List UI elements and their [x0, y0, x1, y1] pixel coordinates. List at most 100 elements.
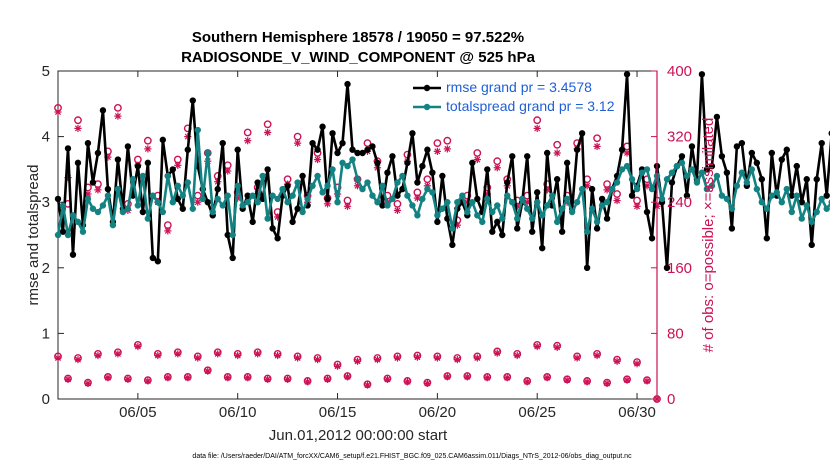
totalspread-point — [578, 185, 586, 193]
y-left-tick-label: 5 — [42, 63, 50, 80]
obs_assimilated-point — [393, 206, 402, 214]
obs_assimilated_low-point — [264, 375, 272, 383]
y-right-tick-label: 160 — [667, 260, 692, 277]
totalspread-point — [738, 169, 746, 176]
totalspread-point — [354, 176, 361, 183]
rmse-point — [538, 244, 546, 252]
obs_assimilated_low-point — [174, 350, 182, 358]
x-tick-label: 06/05 — [119, 404, 157, 421]
obs_assimilated-point — [443, 145, 451, 153]
obs_assimilated-point — [593, 142, 601, 151]
y-right-tick-label: 0 — [667, 391, 675, 408]
rmse-point — [389, 153, 396, 160]
totalspread-point — [189, 205, 196, 212]
totalspread-point — [104, 192, 112, 199]
obs_possible-point — [263, 120, 272, 129]
rmse-point — [553, 176, 561, 183]
totalspread-point — [334, 199, 341, 206]
y-left-tick-label: 0 — [42, 391, 50, 408]
totalspread-point — [648, 185, 656, 193]
obs_assimilated_low-point — [383, 375, 392, 383]
totalspread-point — [304, 195, 311, 203]
totalspread-point — [94, 208, 102, 216]
obs_assimilated_low-point — [134, 342, 142, 351]
rmse-point — [668, 179, 676, 186]
obs_assimilated_low-point — [583, 378, 591, 386]
totalspread-point — [663, 176, 671, 183]
totalspread-point — [259, 172, 266, 180]
obs_assimilated_low-point — [443, 373, 451, 381]
rmse-point — [154, 258, 162, 265]
obs_assimilated-point — [633, 202, 641, 210]
totalspread-point — [234, 182, 241, 190]
rmse-point — [643, 208, 651, 216]
totalspread-point — [409, 202, 416, 209]
rmse-point — [249, 218, 256, 226]
rmse-point — [813, 176, 820, 183]
obs_assimilated_low-point — [403, 378, 412, 386]
rmse-point — [334, 149, 341, 157]
rmse-point — [529, 228, 536, 235]
totalspread-point — [638, 169, 646, 176]
totalspread-point — [459, 192, 466, 199]
obs_assimilated_low-point — [563, 376, 571, 384]
totalspread-point — [314, 172, 321, 180]
obs_assimilated-point — [343, 202, 352, 210]
rmse-point — [728, 225, 736, 232]
rmse-point — [84, 139, 92, 147]
rmse-point — [179, 205, 186, 212]
obs_possible-point — [143, 136, 152, 145]
obs_assimilated_low-point — [184, 374, 192, 382]
totalspread-point — [369, 192, 376, 199]
totalspread-point — [389, 195, 396, 203]
totalspread-point — [124, 205, 132, 212]
rmse-point — [474, 195, 481, 203]
rmse-point — [748, 149, 756, 157]
rmse-point — [803, 176, 810, 183]
rmse-point — [404, 159, 411, 167]
rmse-point — [678, 153, 686, 160]
rmse-point — [484, 166, 491, 173]
totalspread-point — [673, 162, 681, 170]
totalspread-point — [89, 205, 97, 212]
totalspread-point — [758, 199, 766, 206]
rmse-point — [753, 159, 761, 167]
obs_assimilated_low-point — [523, 378, 531, 386]
totalspread-point — [688, 166, 696, 173]
totalspread-point — [583, 228, 591, 235]
totalspread-point — [239, 202, 246, 209]
totalspread-point — [444, 199, 451, 206]
obs_assimilated-point — [174, 161, 182, 169]
y-right-tick-label: 320 — [667, 129, 692, 146]
totalspread-point — [753, 185, 761, 193]
totalspread-point — [573, 199, 581, 206]
totalspread-point — [449, 225, 456, 232]
totalspread-point — [119, 208, 127, 216]
y-right-tick-label: 240 — [667, 194, 692, 211]
x-tick-label: 06/25 — [518, 404, 556, 421]
totalspread-point — [264, 215, 271, 222]
rmse-point — [434, 218, 441, 226]
rmse-point — [733, 143, 741, 150]
totalspread-point — [818, 195, 825, 203]
obs_assimilated_low-point — [543, 374, 551, 382]
rmse-point — [578, 130, 586, 137]
totalspread-point — [588, 205, 596, 212]
rmse-point — [344, 80, 351, 88]
obs_possible-point — [363, 139, 372, 148]
rmse-point — [489, 228, 496, 235]
rmse-point — [339, 139, 346, 147]
totalspread-point — [254, 199, 261, 206]
totalspread-point — [339, 159, 346, 167]
obs_assimilated_low-point — [254, 350, 262, 358]
obs_assimilated_low-point — [303, 378, 312, 386]
totalspread-point — [294, 179, 301, 186]
rmse-point — [683, 192, 691, 199]
rmse-point — [374, 159, 381, 167]
obs_assimilated_low-point — [553, 343, 561, 351]
chart-axes: 06/05 06/10 06/15 06/20 06/25 06/30 0 1 2 3 4 5 0 80 1… — [42, 63, 692, 421]
rmse-point — [648, 235, 656, 242]
rmse-point — [469, 159, 476, 167]
rmse-point — [823, 192, 830, 199]
totalspread-point — [469, 199, 476, 206]
